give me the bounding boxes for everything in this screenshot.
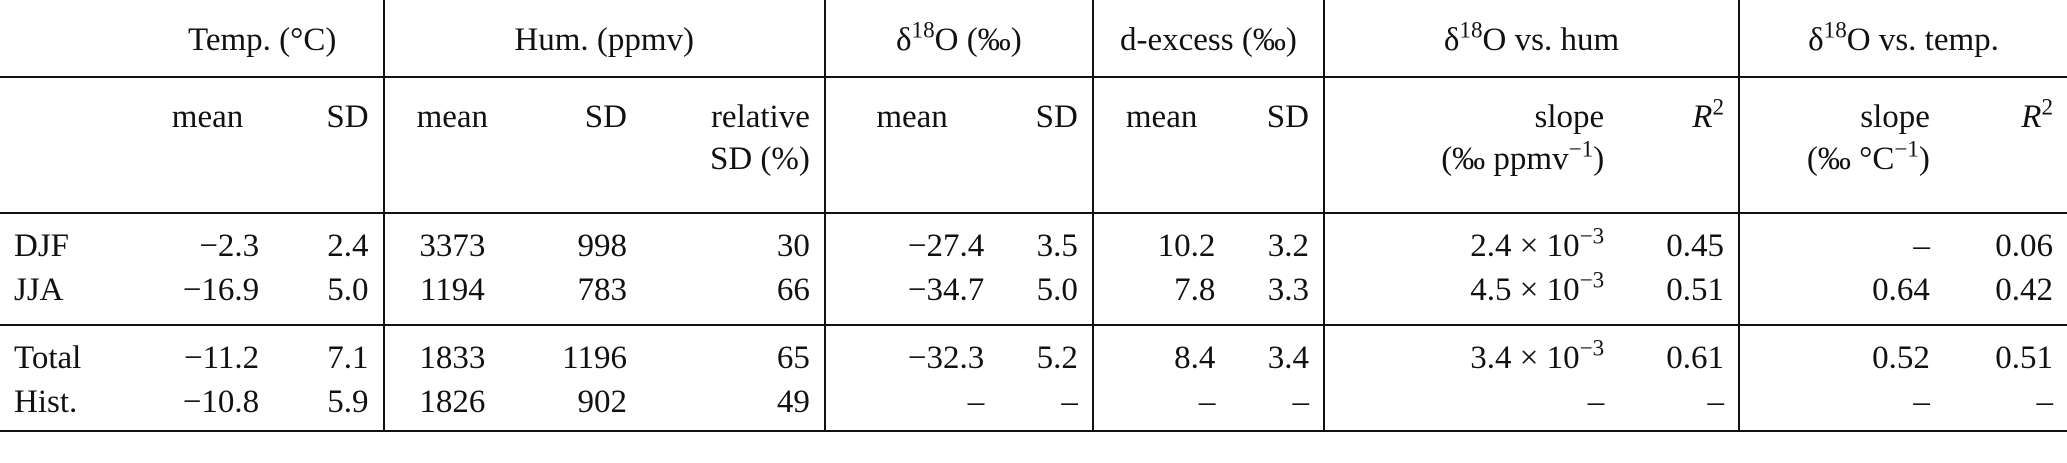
group-d18o: δ18O (‰) [823, 0, 1093, 77]
cell-temp-sd: 2.4 [327, 228, 369, 264]
cell-d18o-sd: – [1061, 384, 1078, 420]
header-mean: mean [382, 77, 521, 214]
cell-d18o-sd: 5.0 [1036, 272, 1078, 308]
cell-temp-sd: 5.9 [327, 384, 369, 420]
cell-slope-temp: – [1738, 380, 1944, 431]
header-slope-temp: slope (‰ °C−1) [1738, 77, 1944, 214]
cell-d18o-mean: −34.7 [823, 268, 999, 325]
cell-hum-rel: 30 [776, 228, 810, 264]
cell-slope-temp: – [1738, 213, 1944, 268]
cell-slope-temp: 0.52 [1738, 325, 1944, 380]
cell-r2-hum: 0.45 [1666, 228, 1725, 264]
header-slope-hum: slope (‰ ppmv−1) [1322, 77, 1619, 214]
cell-r2-hum: 0.51 [1666, 272, 1725, 308]
cell-r2-temp: 0.42 [1995, 272, 2053, 308]
cell-dexcess-mean: 8.4 [1091, 325, 1230, 380]
cell-temp-mean: −10.8 [182, 384, 260, 420]
header-relative-sd: relative SD (%) [640, 77, 825, 214]
header-mean: mean [823, 77, 999, 214]
data-table: Temp. (°C) Hum. (ppmv) δ18O (‰) d-excess… [0, 0, 2067, 431]
cell-slope-hum: 4.5 × 10−3 [1322, 268, 1619, 325]
header-mean: mean [1091, 77, 1230, 214]
cell-d18o-mean: – [823, 380, 999, 431]
cell-hum-mean: 1194 [382, 268, 521, 325]
cell-dexcess-sd: 3.4 [1267, 340, 1309, 376]
row-label: JJA [14, 272, 64, 308]
group-vs-temp: δ18O vs. temp. [1738, 0, 2067, 77]
cell-temp-mean: −2.3 [199, 228, 260, 264]
table-row: JJA −16.9 5.0 1194 783 66 −34.7 5.0 7.8 … [0, 268, 2067, 325]
cell-dexcess-sd: – [1292, 384, 1309, 420]
cell-hum-mean: 1826 [382, 380, 521, 431]
header-sd: SD [520, 77, 641, 214]
cell-slope-hum: – [1322, 380, 1619, 431]
header-sd: SD [1229, 77, 1324, 214]
cell-hum-mean: 1833 [382, 325, 521, 380]
cell-hum-sd: 998 [577, 228, 627, 264]
cell-r2-temp: 0.51 [1995, 340, 2053, 376]
cell-hum-mean: 3373 [382, 213, 521, 268]
row-label: Hist. [14, 384, 78, 420]
cell-temp-sd: 7.1 [327, 340, 369, 376]
table-row: Hist. −10.8 5.9 1826 902 49 – – – – – – … [0, 380, 2067, 431]
cell-hum-sd: 783 [577, 272, 627, 308]
table-row: Total −11.2 7.1 1833 1196 65 −32.3 5.2 8… [0, 325, 2067, 380]
group-header-row: Temp. (°C) Hum. (ppmv) δ18O (‰) d-excess… [0, 0, 2067, 77]
cell-dexcess-sd: 3.2 [1267, 228, 1309, 264]
cell-temp-sd: 5.0 [327, 272, 369, 308]
cell-hum-rel: 65 [776, 340, 810, 376]
cell-r2-hum: 0.61 [1666, 340, 1725, 376]
cell-d18o-sd: 5.2 [1036, 340, 1078, 376]
header-mean: mean [141, 77, 274, 214]
cell-dexcess-mean: – [1091, 380, 1230, 431]
cell-dexcess-mean: 10.2 [1091, 213, 1230, 268]
row-label: DJF [14, 228, 70, 264]
table-row: DJF −2.3 2.4 3373 998 30 −27.4 3.5 10.2 … [0, 213, 2067, 268]
cell-slope-hum: 3.4 × 10−3 [1322, 325, 1619, 380]
header-sd: SD [998, 77, 1093, 214]
cell-hum-sd: 1196 [562, 340, 627, 376]
cell-hum-rel: 66 [776, 272, 810, 308]
group-hum: Hum. (ppmv) [382, 0, 825, 77]
group-temp: Temp. (°C) [188, 21, 337, 58]
cell-hum-sd: 902 [577, 384, 627, 420]
cell-slope-temp: 0.64 [1738, 268, 1944, 325]
cell-dexcess-mean: 7.8 [1091, 268, 1230, 325]
cell-hum-rel: 49 [776, 384, 810, 420]
cell-d18o-mean: −32.3 [823, 325, 999, 380]
group-vs-hum: δ18O vs. hum [1322, 0, 1740, 77]
header-sd: SD [273, 77, 384, 214]
header-r2: R2 [1943, 77, 2067, 214]
cell-d18o-mean: −27.4 [823, 213, 999, 268]
cell-temp-mean: −11.2 [184, 340, 260, 376]
cell-temp-mean: −16.9 [182, 272, 260, 308]
cell-r2-hum: – [1707, 384, 1725, 420]
sub-header-row: mean SD mean SD relative SD (%) mean SD m… [0, 77, 2067, 214]
cell-dexcess-sd: 3.3 [1267, 272, 1309, 308]
header-r2: R2 [1618, 77, 1740, 214]
row-label: Total [14, 340, 82, 376]
cell-r2-temp: – [2036, 384, 2054, 420]
group-dexcess: d-excess (‰) [1091, 0, 1324, 77]
cell-d18o-sd: 3.5 [1036, 228, 1078, 264]
cell-slope-hum: 2.4 × 10−3 [1322, 213, 1619, 268]
cell-r2-temp: 0.06 [1995, 228, 2053, 264]
